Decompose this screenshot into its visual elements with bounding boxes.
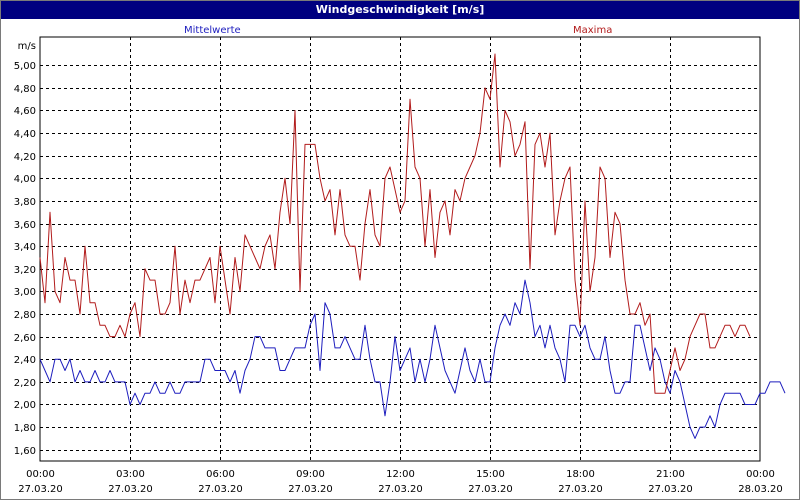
legend-mittelwerte: Mittelwerte [184, 25, 241, 36]
y-tick-label: 2,20 [14, 378, 36, 389]
x-tick-time: 00:00 [26, 469, 55, 480]
y-tick-label: 5,00 [14, 61, 36, 72]
y-tick-label: 2,80 [14, 310, 36, 321]
x-tick-time: 18:00 [566, 469, 595, 480]
series-line-maxima [39, 53, 751, 394]
x-tick-time: 09:00 [296, 469, 325, 480]
y-tick-label: 2,40 [14, 355, 36, 366]
y-tick-label: 3,80 [14, 197, 36, 208]
y-tick-label: 2,60 [14, 333, 36, 344]
x-tick-date: 27.03.20 [378, 484, 423, 495]
y-tick-label: 3,60 [14, 220, 36, 231]
y-tick-label: 4,80 [14, 84, 36, 95]
y-tick-label: 2,00 [14, 400, 36, 411]
x-tick-date: 27.03.20 [648, 484, 693, 495]
x-tick-time: 06:00 [206, 469, 235, 480]
x-tick-date: 27.03.20 [288, 484, 333, 495]
x-tick-date: 27.03.20 [108, 484, 153, 495]
x-tick-time: 03:00 [116, 469, 145, 480]
x-tick-date: 27.03.20 [18, 484, 63, 495]
x-tick-time: 15:00 [476, 469, 505, 480]
y-tick-label: 1,60 [14, 446, 36, 457]
window-title: Windgeschwindigkeit [m/s] [1, 1, 799, 19]
legend-maxima: Maxima [573, 25, 613, 36]
y-tick-label: 1,80 [14, 423, 36, 434]
series-line-mittelwerte [39, 279, 786, 439]
x-tick-date: 28.03.20 [738, 484, 783, 495]
y-tick-label: 3,40 [14, 242, 36, 253]
y-tick-label: 4,00 [14, 174, 36, 185]
y-tick-label: 3,20 [14, 265, 36, 276]
x-tick-time: 21:00 [656, 469, 685, 480]
x-tick-date: 27.03.20 [468, 484, 513, 495]
y-tick-label: 4,60 [14, 106, 36, 117]
x-tick-date: 27.03.20 [558, 484, 603, 495]
y-tick-label: 3,00 [14, 287, 36, 298]
y-tick-label: 4,40 [14, 129, 36, 140]
y-tick-label: 4,20 [14, 152, 36, 163]
x-tick-time: 00:00 [746, 469, 775, 480]
x-tick-time: 12:00 [386, 469, 415, 480]
x-tick-date: 27.03.20 [198, 484, 243, 495]
y-axis-unit: m/s [18, 41, 36, 52]
